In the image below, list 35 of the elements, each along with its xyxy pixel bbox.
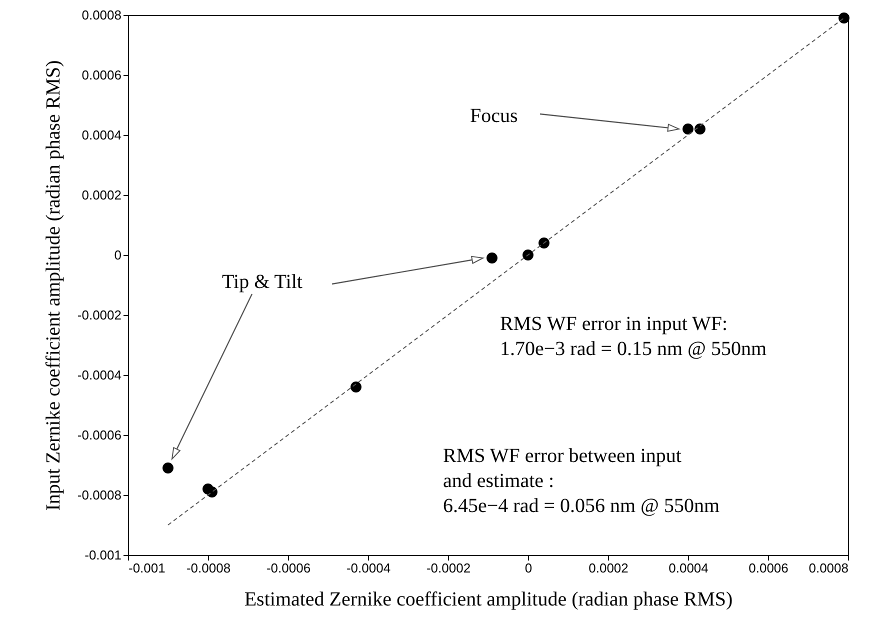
- annotation: RMS WF error in input WF: 1.70e−3 rad = 0.15 nm @ 550nm: [500, 313, 767, 360]
- point: [694, 124, 706, 134]
- y-tick-label: -0.0008: [77, 488, 122, 502]
- x-tick-label: -0.0002: [426, 560, 471, 576]
- x-axis-title: Estimated Zernike coefficient amplitude (radian phase RMS): [244, 588, 733, 610]
- x-tick-label: 0: [524, 560, 532, 576]
- point: [162, 462, 174, 474]
- point: [838, 12, 850, 24]
- x-tick-label: -0.001: [128, 560, 166, 576]
- annotation: RMS WF error between input and estimate : 6.45e−4 rad = 0.056 nm @ 550nm: [443, 445, 720, 517]
- y-tick-label: 0: [114, 248, 122, 262]
- y-tick-label: -0.0004: [77, 368, 122, 382]
- point: [522, 250, 534, 260]
- x-tick-label: 0.0008: [808, 560, 848, 576]
- y-axis-title: Input Zernike coefficient amplitude (radian phase RMS): [42, 60, 64, 511]
- x-tick-label: 0.0006: [748, 560, 788, 576]
- x-tick-label: -0.0008: [186, 560, 231, 576]
- point: [486, 252, 498, 264]
- y-tick-label: 0.0006: [82, 68, 122, 82]
- y-tick-label: 0.0004: [82, 128, 122, 142]
- point: [206, 486, 218, 498]
- y-tick-label: -0.001: [84, 548, 122, 562]
- y-tick-label: 0.0008: [82, 8, 122, 22]
- y-tick-label: -0.0002: [77, 308, 122, 322]
- x-tick-label: -0.0004: [346, 560, 391, 576]
- x-tick-label: 0.0004: [668, 560, 708, 576]
- x-tick-label: -0.0006: [266, 560, 311, 576]
- annotation: Focus: [470, 105, 518, 127]
- y-tick-label: -0.0006: [77, 428, 122, 442]
- annotation: Tip & Tilt: [222, 271, 303, 293]
- y-tick-label: 0.0002: [82, 188, 122, 202]
- point: [350, 382, 362, 392]
- point: [538, 238, 550, 248]
- point: [682, 124, 694, 134]
- x-tick-label: 0.0002: [588, 560, 628, 576]
